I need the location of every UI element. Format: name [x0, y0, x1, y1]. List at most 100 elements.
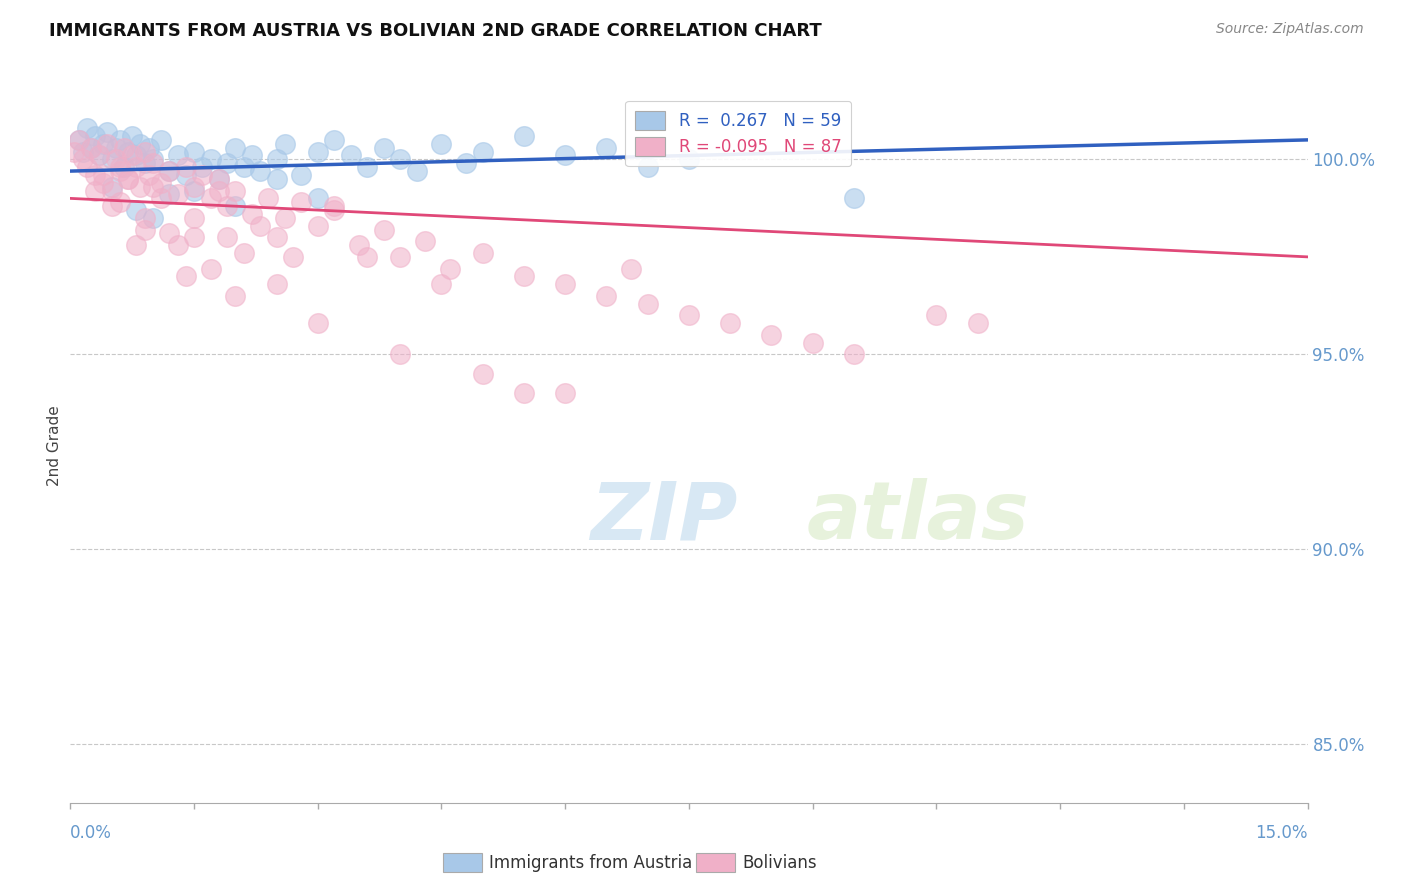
- Point: [389, 347, 412, 361]
- Point: [266, 230, 288, 244]
- Point: [166, 148, 188, 162]
- Point: [67, 133, 90, 147]
- Point: [134, 222, 156, 236]
- Point: [249, 164, 271, 178]
- Point: [121, 148, 143, 162]
- Text: atlas: atlas: [807, 478, 1029, 557]
- Point: [157, 187, 180, 202]
- Point: [96, 125, 118, 139]
- Point: [215, 230, 238, 244]
- Point: [620, 261, 643, 276]
- Point: [100, 153, 122, 167]
- Point: [80, 141, 103, 155]
- Point: [72, 153, 94, 167]
- Point: [405, 164, 427, 178]
- Point: [84, 128, 107, 143]
- Point: [108, 164, 131, 178]
- Point: [134, 211, 156, 225]
- Point: [134, 156, 156, 170]
- Point: [157, 227, 180, 241]
- Point: [183, 145, 205, 159]
- Point: [183, 179, 205, 194]
- Point: [183, 211, 205, 225]
- Point: [413, 234, 436, 248]
- Point: [129, 136, 152, 151]
- Point: [166, 187, 188, 202]
- Point: [112, 160, 135, 174]
- Point: [290, 168, 312, 182]
- Point: [554, 277, 576, 292]
- Point: [157, 164, 180, 178]
- Point: [274, 136, 297, 151]
- Point: [91, 176, 114, 190]
- Point: [249, 219, 271, 233]
- Point: [232, 160, 254, 174]
- Point: [554, 148, 576, 162]
- Point: [125, 203, 148, 218]
- Point: [339, 148, 361, 162]
- Point: [456, 156, 478, 170]
- Point: [323, 203, 346, 218]
- Point: [356, 250, 378, 264]
- Point: [842, 347, 865, 361]
- Point: [224, 289, 246, 303]
- Point: [117, 172, 139, 186]
- Point: [89, 148, 111, 162]
- Point: [595, 141, 617, 155]
- Point: [373, 222, 395, 236]
- Point: [266, 153, 288, 167]
- Point: [150, 191, 173, 205]
- Point: [307, 219, 329, 233]
- Point: [142, 153, 165, 167]
- Point: [389, 250, 412, 264]
- Point: [801, 335, 824, 350]
- Point: [100, 184, 122, 198]
- Point: [274, 211, 297, 225]
- Point: [63, 145, 86, 159]
- Text: Bolivians: Bolivians: [742, 854, 817, 871]
- Point: [84, 184, 107, 198]
- Point: [117, 145, 139, 159]
- Point: [125, 148, 148, 162]
- Point: [108, 133, 131, 147]
- Text: 0.0%: 0.0%: [70, 824, 112, 842]
- Text: Source: ZipAtlas.com: Source: ZipAtlas.com: [1216, 22, 1364, 37]
- Point: [430, 277, 453, 292]
- Point: [125, 238, 148, 252]
- Point: [142, 156, 165, 170]
- Point: [129, 179, 152, 194]
- Point: [224, 199, 246, 213]
- Point: [138, 168, 160, 182]
- Point: [112, 141, 135, 155]
- Point: [76, 121, 98, 136]
- Point: [323, 199, 346, 213]
- Point: [215, 199, 238, 213]
- Point: [307, 316, 329, 330]
- Point: [108, 195, 131, 210]
- Point: [91, 136, 114, 151]
- Point: [166, 238, 188, 252]
- Point: [240, 148, 263, 162]
- Point: [208, 184, 231, 198]
- Point: [134, 145, 156, 159]
- Point: [257, 191, 280, 205]
- Point: [76, 160, 98, 174]
- Point: [281, 250, 304, 264]
- Point: [842, 191, 865, 205]
- Point: [513, 128, 536, 143]
- Point: [183, 230, 205, 244]
- Point: [554, 386, 576, 401]
- Point: [224, 184, 246, 198]
- Point: [72, 145, 94, 159]
- Point: [966, 316, 988, 330]
- Point: [150, 176, 173, 190]
- Point: [100, 199, 122, 213]
- Legend: R =  0.267   N = 59, R = -0.095   N = 87: R = 0.267 N = 59, R = -0.095 N = 87: [626, 101, 852, 166]
- Y-axis label: 2nd Grade: 2nd Grade: [46, 406, 62, 486]
- Point: [67, 133, 90, 147]
- Point: [347, 238, 370, 252]
- Point: [121, 128, 143, 143]
- Point: [471, 145, 494, 159]
- Point: [389, 153, 412, 167]
- Point: [157, 164, 180, 178]
